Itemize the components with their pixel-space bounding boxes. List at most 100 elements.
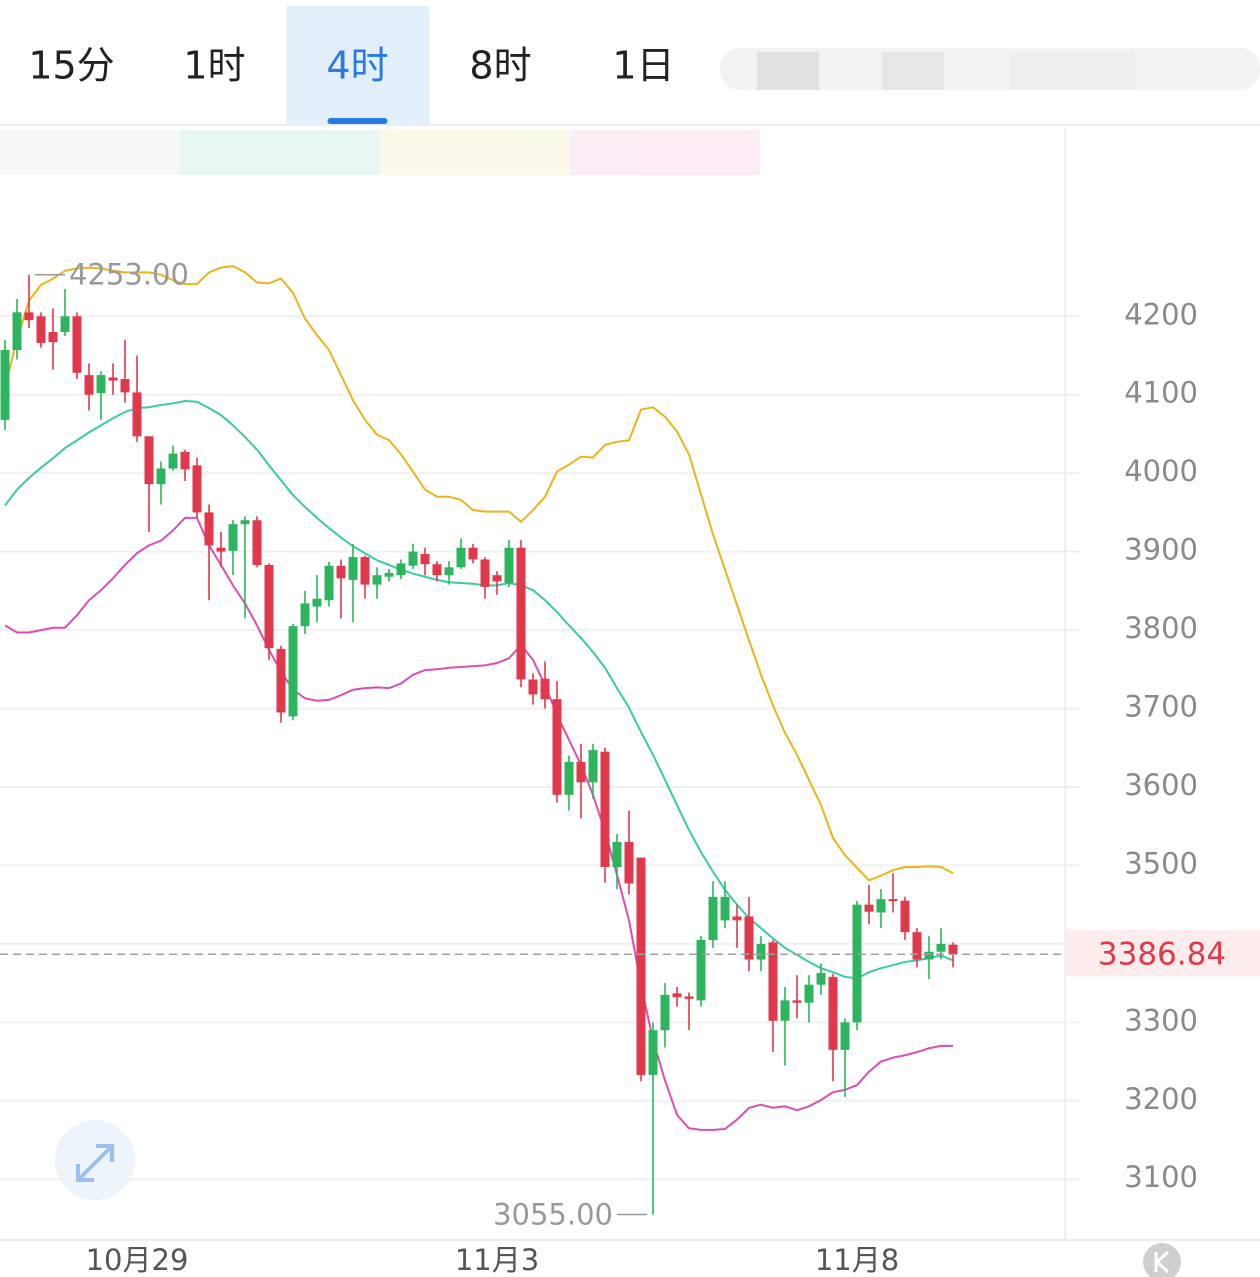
blur xyxy=(570,130,760,175)
candle-body xyxy=(156,468,166,485)
candle-body xyxy=(696,939,706,1001)
candle-body xyxy=(132,392,142,437)
y-tick-label: 3300 xyxy=(1124,1003,1198,1037)
last-price-label: 3386.84 xyxy=(1098,937,1226,973)
candle-body xyxy=(900,900,910,933)
y-tick-label: 4100 xyxy=(1124,376,1198,410)
candle-body xyxy=(480,559,490,587)
candle-body xyxy=(648,1030,658,1075)
candle-body xyxy=(288,626,298,717)
blur xyxy=(1010,52,1135,90)
candle-body xyxy=(540,678,550,700)
candle-body xyxy=(192,465,202,513)
y-tick-label: 3800 xyxy=(1124,611,1198,645)
tab[interactable]: 4时 xyxy=(286,6,430,125)
candle-body xyxy=(324,565,334,601)
candle-body xyxy=(216,547,226,552)
y-tick-label: 3700 xyxy=(1124,690,1198,724)
tab-bar: 15分 1时 4时 8时 1日 xyxy=(28,6,675,125)
blur xyxy=(882,52,944,90)
annotation-label: 3055.00 xyxy=(493,1198,613,1232)
indicator-line xyxy=(4,516,953,1131)
candle-body xyxy=(240,520,250,525)
blur xyxy=(757,52,819,90)
candle-body xyxy=(180,452,190,470)
candle-body xyxy=(204,512,214,546)
candle-body xyxy=(948,944,958,955)
candle-body xyxy=(396,563,406,576)
candle-body xyxy=(528,679,538,695)
candle-body xyxy=(504,547,514,584)
candle-body xyxy=(48,331,58,343)
candle-body xyxy=(408,551,418,566)
y-tick-label: 3900 xyxy=(1124,533,1198,567)
x-tick-label: 10月29 xyxy=(86,1243,189,1277)
candle-body xyxy=(624,841,634,884)
expand-icon xyxy=(76,1144,114,1182)
candle-body xyxy=(720,896,730,921)
candle-body xyxy=(348,557,358,580)
candle-body xyxy=(492,575,502,582)
plot: 3100320033003400350036003700380039004000… xyxy=(0,128,1260,1277)
tab[interactable]: 1日 xyxy=(612,44,674,88)
tab[interactable]: 1时 xyxy=(183,44,245,88)
tab-label: 8时 xyxy=(469,44,531,88)
candle-body xyxy=(816,972,826,985)
candle-body xyxy=(372,575,382,585)
candle-body xyxy=(276,648,286,713)
candle-body xyxy=(300,603,310,627)
candle-body xyxy=(660,994,670,1031)
candle-body xyxy=(924,951,934,960)
k-button[interactable] xyxy=(1143,1243,1181,1277)
expand-icon-bg xyxy=(55,1120,135,1200)
tab-label: 1时 xyxy=(183,44,245,88)
candle-body xyxy=(672,993,682,998)
candle-body xyxy=(708,896,718,940)
tab-label: 15分 xyxy=(28,44,114,88)
candle-body xyxy=(744,916,754,960)
candle-body xyxy=(432,564,442,576)
x-tick-label: 11月8 xyxy=(815,1243,899,1277)
candle-body xyxy=(636,857,646,1075)
candle-body xyxy=(0,350,10,420)
candle-body xyxy=(336,565,346,579)
candle-body xyxy=(936,943,946,952)
blur xyxy=(180,130,380,175)
candle-body xyxy=(420,553,430,565)
candle-body xyxy=(168,453,178,469)
candle-body xyxy=(804,984,814,1003)
candle-body xyxy=(264,564,274,649)
tab[interactable]: 15分 xyxy=(28,44,114,88)
candle-body xyxy=(852,904,862,1023)
blur xyxy=(380,130,570,175)
indicator-line xyxy=(4,265,954,882)
y-tick-label: 4000 xyxy=(1124,454,1198,488)
candle-body xyxy=(564,761,574,795)
candle-body xyxy=(108,377,118,381)
tab[interactable]: 8时 xyxy=(469,44,531,88)
candle-body xyxy=(732,916,742,921)
candle-body xyxy=(384,572,394,577)
candle-body xyxy=(828,976,838,1050)
expand-button[interactable] xyxy=(55,1120,135,1200)
obscured-bar xyxy=(0,48,1260,175)
tab-label: 1日 xyxy=(612,44,674,88)
k-icon-bg xyxy=(1143,1243,1181,1277)
candle-body xyxy=(576,761,586,783)
candle-body xyxy=(612,841,622,868)
last-price-badge xyxy=(1065,930,1260,977)
candle-body xyxy=(600,751,610,868)
tab-highlight xyxy=(286,6,430,125)
candle-body xyxy=(144,436,154,485)
candle-body xyxy=(84,375,94,395)
y-tick-label: 3500 xyxy=(1124,846,1198,880)
candle-body xyxy=(768,942,778,1021)
candle-body xyxy=(96,375,106,394)
candle-body xyxy=(864,904,874,912)
candle-body xyxy=(60,316,70,332)
candle-body xyxy=(24,312,34,321)
candle-body xyxy=(120,379,130,393)
candle-body xyxy=(588,750,598,783)
